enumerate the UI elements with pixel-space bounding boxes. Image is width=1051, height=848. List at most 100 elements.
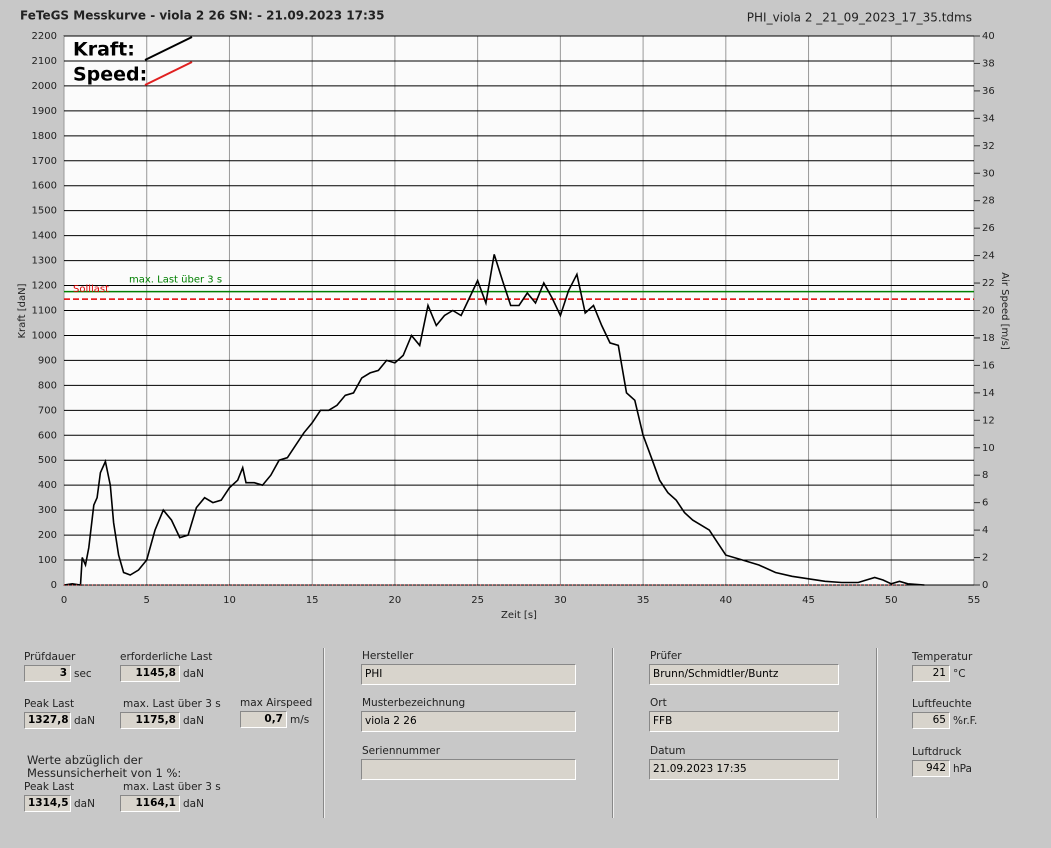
- reference-label: Solllast: [73, 284, 109, 295]
- y2-tick-label: 20: [982, 306, 995, 317]
- field-unit: daN: [183, 668, 204, 680]
- y-tick-label: 1500: [32, 206, 57, 217]
- field-unit: sec: [74, 668, 92, 680]
- y-tick-label: 700: [38, 405, 57, 416]
- y2-tick-label: 32: [982, 141, 995, 152]
- y2-tick-label: 12: [982, 415, 995, 426]
- field-label: Temperatur: [912, 651, 973, 663]
- field-value: [361, 759, 576, 780]
- y2-tick-label: 10: [982, 443, 995, 454]
- y-tick-label: 1200: [32, 281, 57, 292]
- field-label: max. Last über 3 s: [123, 781, 221, 793]
- x-tick-label: 5: [144, 595, 150, 606]
- y-tick-label: 100: [38, 555, 57, 566]
- legend-label: Speed:: [73, 64, 147, 86]
- field-unit: daN: [183, 798, 204, 810]
- separator: [612, 648, 614, 818]
- x-tick-label: 40: [719, 595, 732, 606]
- field-value: 1327,8: [24, 712, 71, 729]
- y-tick-label: 2000: [32, 81, 57, 92]
- y2-tick-label: 26: [982, 223, 995, 234]
- field-label: Hersteller: [362, 650, 414, 662]
- field-value: FFB: [649, 711, 839, 732]
- field-value: 3: [24, 665, 71, 682]
- field-label: Peak Last: [24, 781, 75, 793]
- y2-tick-label: 18: [982, 333, 995, 344]
- y-tick-label: 1100: [32, 306, 57, 317]
- series-line: [63, 254, 925, 586]
- x-tick-label: 45: [802, 595, 815, 606]
- y2-tick-label: 34: [982, 113, 995, 124]
- field-value: 21.09.2023 17:35: [649, 759, 839, 780]
- x-tick-label: 30: [554, 595, 567, 606]
- field-value: 1175,8: [120, 712, 180, 729]
- field-label: max Airspeed: [240, 697, 313, 709]
- y-tick-label: 200: [38, 530, 57, 541]
- x-tick-label: 20: [389, 595, 402, 606]
- y-tick-label: 1600: [32, 181, 57, 192]
- y-tick-label: 1700: [32, 156, 57, 167]
- y2-axis-label: Air Speed [m/s]: [999, 272, 1010, 350]
- y-tick-label: 900: [38, 355, 57, 366]
- field-label: Ort: [650, 697, 667, 709]
- note-line: Werte abzüglich der: [27, 753, 143, 767]
- legend-label: Kraft:: [73, 39, 135, 61]
- y-tick-label: 600: [38, 430, 57, 441]
- field-label: Musterbezeichnung: [362, 697, 466, 709]
- x-tick-label: 55: [968, 595, 981, 606]
- y2-tick-label: 22: [982, 278, 995, 289]
- y-tick-label: 1800: [32, 131, 57, 142]
- y2-tick-label: 2: [982, 553, 988, 564]
- field-value: 0,7: [240, 711, 287, 728]
- field-label: Luftfeuchte: [912, 698, 972, 710]
- field-label: Seriennummer: [362, 745, 441, 757]
- x-tick-label: 10: [223, 595, 236, 606]
- x-axis-label: Zeit [s]: [501, 610, 537, 621]
- y2-tick-label: 36: [982, 86, 995, 97]
- y2-tick-label: 8: [982, 470, 988, 481]
- field-value: 1164,1: [120, 795, 180, 812]
- field-unit: daN: [183, 715, 204, 727]
- x-tick-label: 50: [885, 595, 898, 606]
- field-value: 21: [912, 665, 950, 682]
- field-value: 1314,5: [24, 795, 71, 812]
- note-line: Messunsicherheit von 1 %:: [27, 766, 182, 780]
- y-tick-label: 1000: [32, 330, 57, 341]
- chart: FeTeGS Messkurve - viola 2 26 SN: - 21.0…: [17, 9, 1010, 622]
- y-tick-label: 300: [38, 505, 57, 516]
- field-unit: hPa: [953, 763, 972, 775]
- y2-tick-label: 14: [982, 388, 995, 399]
- y-tick-label: 500: [38, 455, 57, 466]
- field-value: 1145,8: [120, 665, 180, 682]
- field-unit: °C: [953, 668, 966, 680]
- field-unit: daN: [74, 715, 95, 727]
- field-label: Prüfer: [650, 650, 682, 662]
- x-tick-label: 25: [471, 595, 484, 606]
- field-unit: daN: [74, 798, 95, 810]
- field-label: Datum: [650, 745, 686, 757]
- field-label: max. Last über 3 s: [123, 698, 221, 710]
- field-unit: %r.F.: [953, 715, 978, 727]
- field-value: 65: [912, 712, 950, 729]
- legend-swatch: [144, 36, 193, 61]
- field-label: Prüfdauer: [24, 651, 76, 663]
- y2-tick-label: 6: [982, 498, 988, 509]
- x-tick-label: 15: [306, 595, 319, 606]
- y2-tick-label: 0: [982, 580, 988, 591]
- y2-tick-label: 4: [982, 525, 988, 536]
- window-title: FeTeGS Messkurve - viola 2 26 SN: - 21.0…: [20, 9, 384, 23]
- field-label: erforderliche Last: [120, 651, 213, 663]
- y-tick-label: 1400: [32, 231, 57, 242]
- y2-tick-label: 28: [982, 196, 995, 207]
- separator: [323, 648, 325, 818]
- note: Werte abzüglich der Messunsicherheit von…: [27, 754, 181, 780]
- y2-tick-label: 30: [982, 168, 995, 179]
- field-value: 942: [912, 760, 950, 777]
- y-tick-label: 400: [38, 480, 57, 491]
- legend-swatch: [144, 61, 193, 86]
- field-value: viola 2 26: [361, 711, 576, 732]
- y-axis-label: Kraft [daN]: [17, 283, 28, 338]
- field-unit: m/s: [290, 714, 310, 726]
- y-tick-label: 0: [51, 580, 57, 591]
